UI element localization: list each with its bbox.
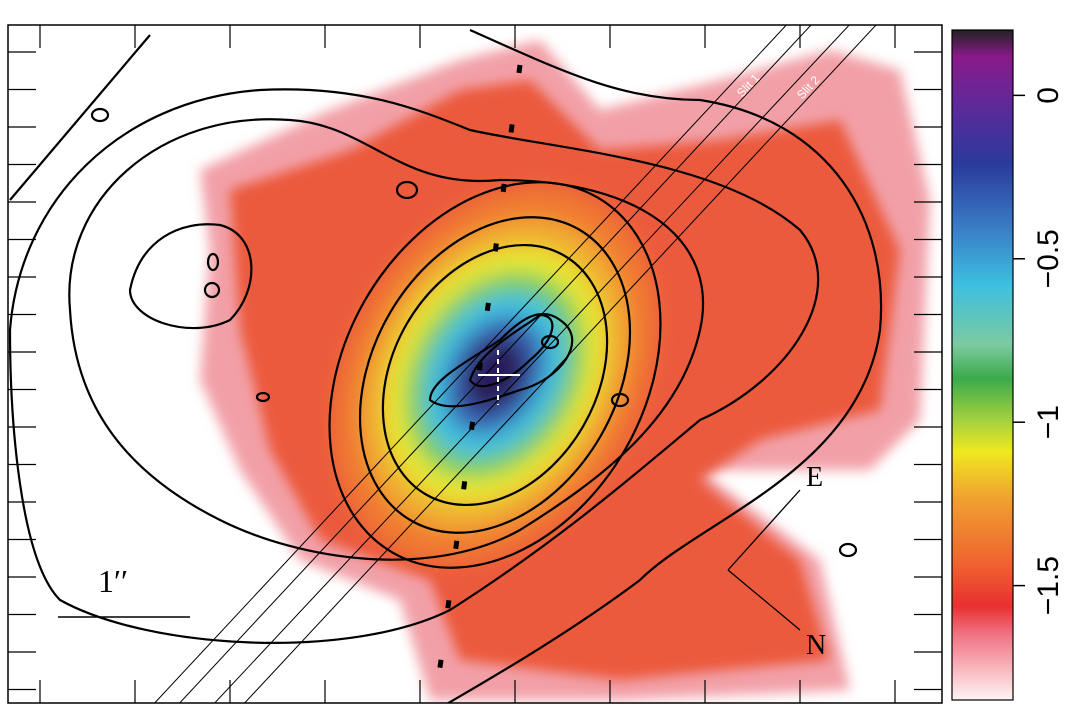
colorbar-tick-label: −1: [1032, 405, 1065, 439]
compass-label: N: [806, 630, 826, 661]
colorbar-tick-label: −0.5: [1032, 229, 1065, 288]
scale-label: 1′′: [98, 563, 128, 599]
colorbar-tick-label: 0: [1032, 87, 1065, 104]
page: {"chart_data": {"type": "image", "ylim":…: [0, 0, 1071, 708]
compass-label: E: [806, 462, 823, 493]
chart: Slit 1 Slit 2 E N 1′′ −1.5−1−0.50: [0, 0, 1071, 708]
colorbar-axis: −1.5 −1 −0.5 0: [1013, 87, 1065, 615]
colorbar: [952, 30, 1013, 700]
map: [10, 5, 930, 708]
colorbar-tick-label: −1.5: [1032, 556, 1065, 615]
